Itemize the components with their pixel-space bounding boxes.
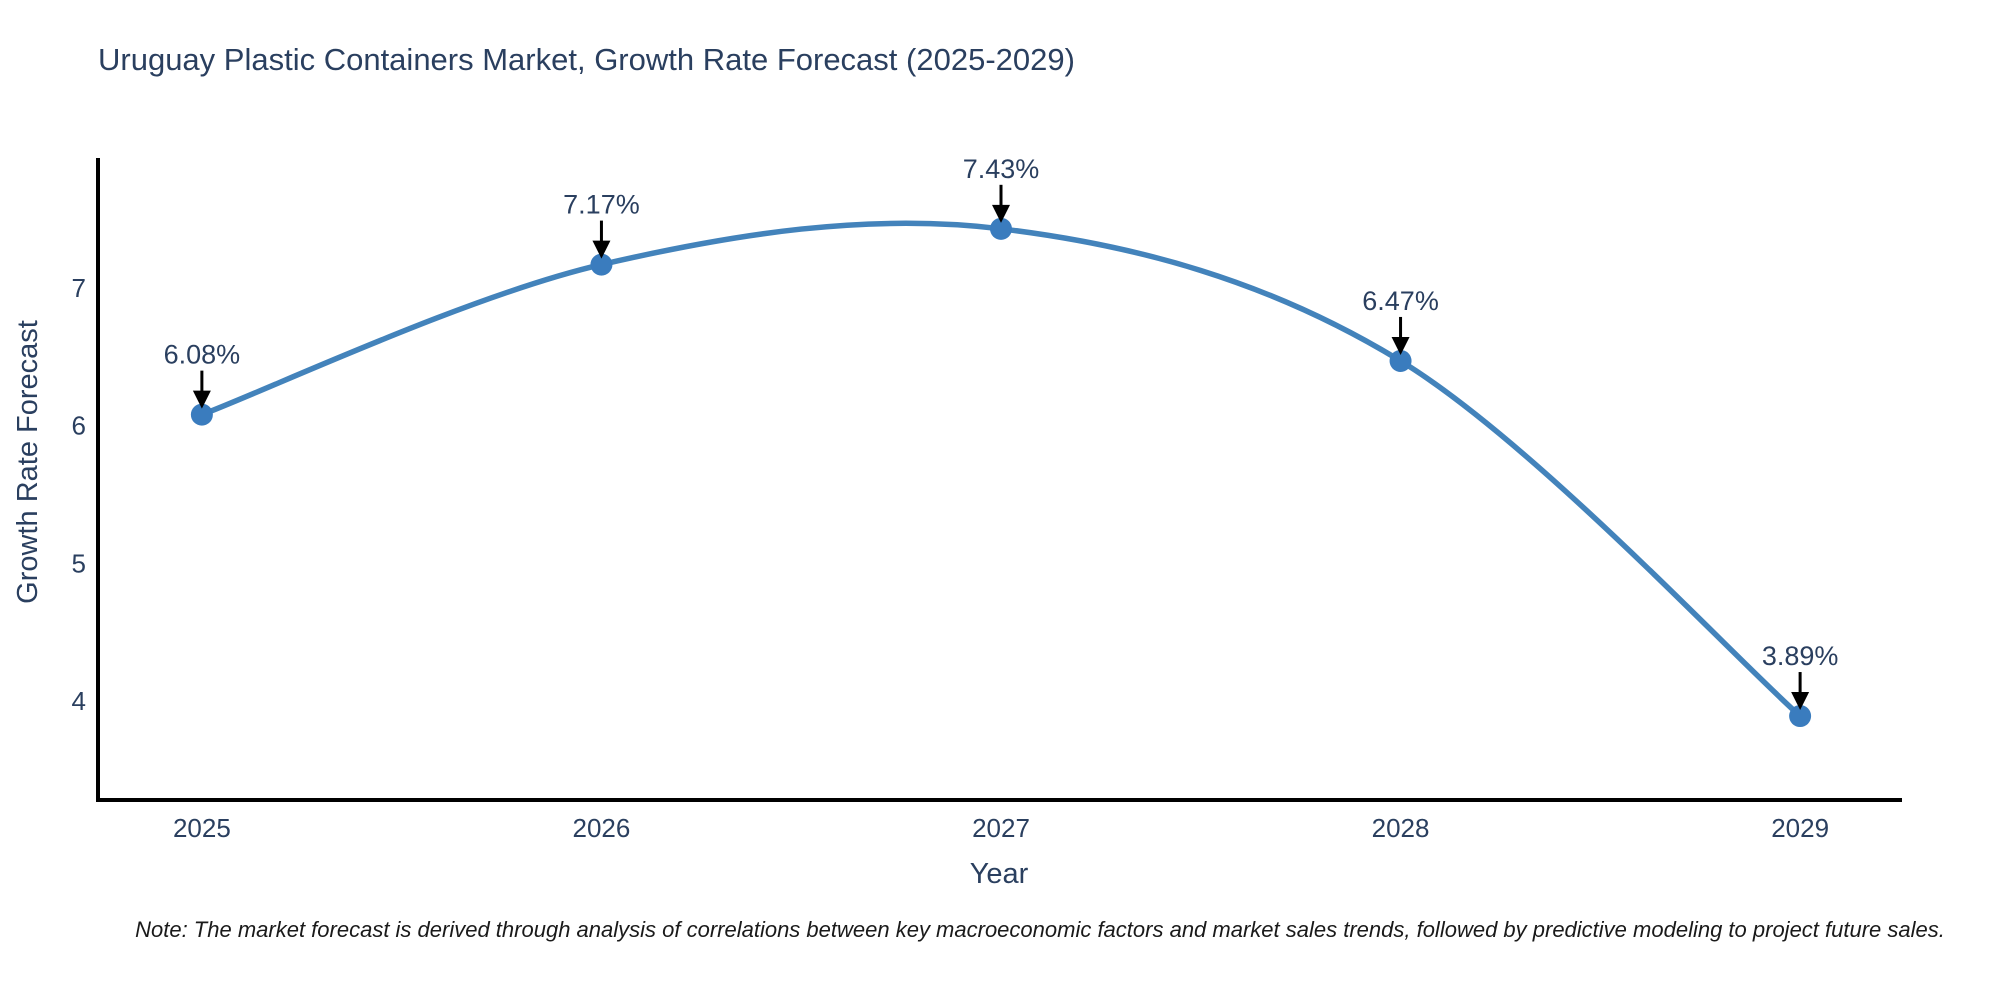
x-tick-label: 2025 [173,813,231,843]
y-tick-label: 6 [72,411,86,441]
data-point-2028[interactable] [1389,349,1412,372]
point-annotation-label: 7.17% [563,190,640,220]
footnote: Note: The market forecast is derived thr… [135,917,1945,942]
y-tick-label: 7 [72,273,86,303]
annotation-arrow-head [991,204,1010,223]
point-annotation-label: 6.08% [164,340,241,370]
point-annotation-label: 3.89% [1762,641,1839,671]
annotation-arrow-head [592,240,611,259]
forecast-line [199,220,1803,719]
y-tick-label: 5 [72,548,86,578]
point-annotation-label: 7.43% [963,154,1040,184]
annotation-arrow-head [1391,336,1410,355]
y-axis-title: Growth Rate Forecast [12,320,44,604]
x-tick-label: 2028 [1372,813,1430,843]
data-point-2026[interactable] [590,253,613,276]
data-point-2029[interactable] [1789,705,1812,728]
point-annotation-label: 6.47% [1362,286,1439,316]
data-point-2027[interactable] [989,217,1012,240]
x-axis-title: Year [969,858,1029,890]
x-tick-label: 2029 [1771,813,1829,843]
axis-lines [96,158,1902,802]
data-point-2025[interactable] [190,403,213,426]
annotation-arrow-head [192,390,211,409]
y-tick-label: 4 [72,686,86,716]
x-tick-label: 2026 [573,813,631,843]
chart-title: Uruguay Plastic Containers Market, Growt… [98,42,1075,77]
annotation-arrow-head [1791,692,1810,711]
x-tick-label: 2027 [972,813,1030,843]
